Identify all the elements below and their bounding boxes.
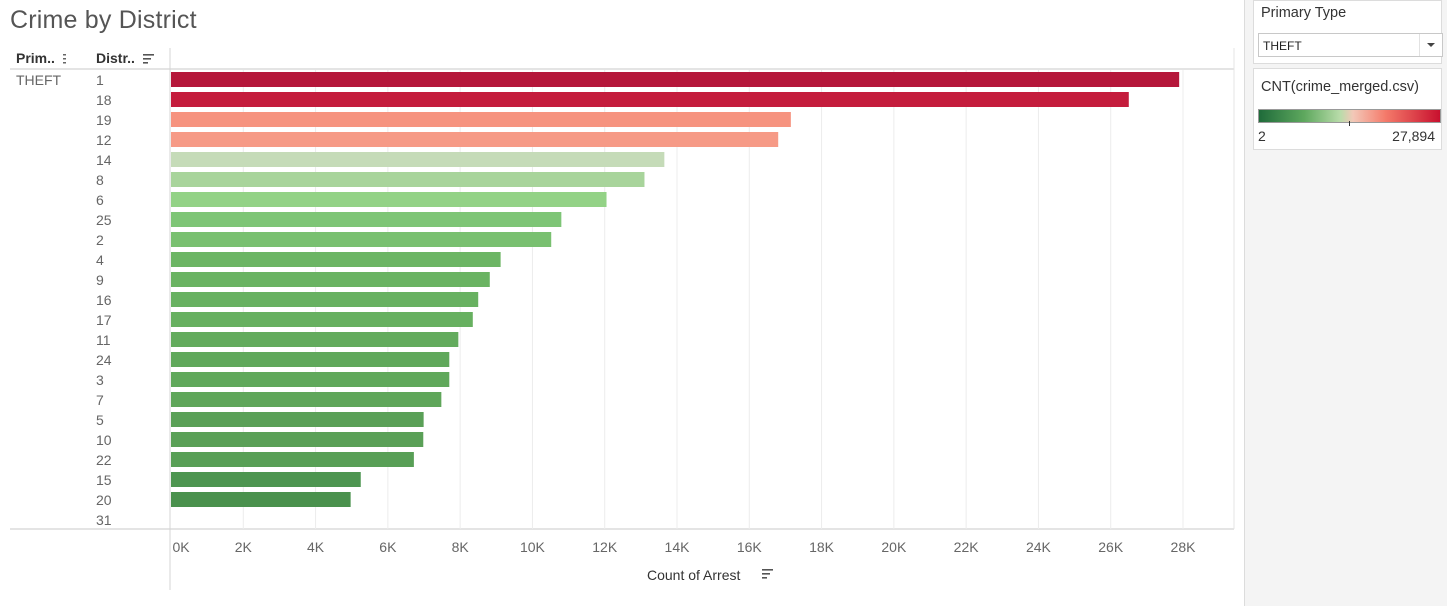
district-label: 18 bbox=[96, 92, 112, 108]
district-label: 5 bbox=[96, 412, 104, 428]
district-label: 17 bbox=[96, 312, 112, 328]
x-tick-label: 8K bbox=[452, 539, 470, 555]
bar-district-10[interactable] bbox=[171, 432, 424, 447]
x-tick-label: 28K bbox=[1171, 539, 1197, 555]
x-tick-label: 24K bbox=[1026, 539, 1052, 555]
bar-district-11[interactable] bbox=[171, 332, 459, 347]
x-tick-label: 4K bbox=[307, 539, 325, 555]
district-label: 24 bbox=[96, 352, 112, 368]
chart-title: Crime by District bbox=[10, 6, 197, 34]
x-tick-label: 14K bbox=[665, 539, 691, 555]
bar-district-9[interactable] bbox=[171, 272, 490, 287]
district-label: 20 bbox=[96, 492, 112, 508]
bars bbox=[171, 72, 1180, 507]
bar-district-8[interactable] bbox=[171, 172, 645, 187]
district-label: 2 bbox=[96, 232, 104, 248]
x-axis-title: Count of Arrest bbox=[647, 567, 740, 583]
district-label: 9 bbox=[96, 272, 104, 288]
bar-district-17[interactable] bbox=[171, 312, 473, 327]
x-tick-label: 18K bbox=[809, 539, 835, 555]
x-tick-label: 26K bbox=[1098, 539, 1124, 555]
bar-district-25[interactable] bbox=[171, 212, 562, 227]
district-label: 7 bbox=[96, 392, 104, 408]
filter-title: Primary Type bbox=[1261, 5, 1347, 21]
district-label: 3 bbox=[96, 372, 104, 388]
bar-district-4[interactable] bbox=[171, 252, 501, 267]
filter-card: Primary Type THEFT bbox=[1253, 0, 1443, 64]
sort-descending-icon[interactable] bbox=[143, 54, 154, 64]
district-label: 11 bbox=[96, 332, 111, 348]
bar-district-19[interactable] bbox=[171, 112, 791, 127]
district-label: 16 bbox=[96, 292, 112, 308]
chevron-down-icon[interactable] bbox=[1419, 34, 1442, 56]
bar-chart: Prim.. Distr.. THEFT 1181912148625249161… bbox=[10, 48, 1235, 590]
legend-min-label: 2 bbox=[1258, 128, 1266, 144]
bar-district-20[interactable] bbox=[171, 492, 351, 507]
sort-alpha-icon[interactable] bbox=[63, 54, 66, 64]
bar-district-18[interactable] bbox=[171, 92, 1129, 107]
bar-district-24[interactable] bbox=[171, 352, 450, 367]
bar-district-14[interactable] bbox=[171, 152, 665, 167]
district-label: 10 bbox=[96, 432, 112, 448]
district-label: 31 bbox=[96, 512, 112, 528]
column-header-primary[interactable]: Prim.. bbox=[16, 50, 55, 66]
bar-district-2[interactable] bbox=[171, 232, 552, 247]
district-label: 6 bbox=[96, 192, 104, 208]
district-label: 4 bbox=[96, 252, 104, 268]
district-label: 14 bbox=[96, 152, 112, 168]
dropdown-selected-value: THEFT bbox=[1263, 39, 1302, 53]
primary-type-dropdown[interactable]: THEFT bbox=[1258, 33, 1443, 57]
x-axis-ticks: 0K 2K 4K 6K 8K 10K 12K 14K 16K 18K 20K 22K 24K 26K 28K bbox=[172, 539, 1196, 555]
legend-title: CNT(crime_merged.csv) bbox=[1261, 79, 1419, 95]
legend-marker bbox=[1349, 121, 1350, 126]
primary-type-label: THEFT bbox=[16, 72, 62, 88]
district-label: 22 bbox=[96, 452, 112, 468]
x-tick-label: 20K bbox=[881, 539, 907, 555]
color-legend-card: CNT(crime_merged.csv) 2 27,894 bbox=[1253, 68, 1442, 150]
district-label: 8 bbox=[96, 172, 104, 188]
bar-district-15[interactable] bbox=[171, 472, 361, 487]
bar-district-12[interactable] bbox=[171, 132, 779, 147]
district-label: 15 bbox=[96, 472, 112, 488]
legend-max-label: 27,894 bbox=[1392, 128, 1435, 144]
column-header-district[interactable]: Distr.. bbox=[96, 50, 135, 66]
x-tick-label: 0K bbox=[172, 539, 190, 555]
bar-district-22[interactable] bbox=[171, 452, 414, 467]
x-tick-label: 12K bbox=[592, 539, 618, 555]
bar-district-5[interactable] bbox=[171, 412, 424, 427]
x-tick-label: 6K bbox=[379, 539, 397, 555]
bar-district-6[interactable] bbox=[171, 192, 607, 207]
bar-district-3[interactable] bbox=[171, 372, 450, 387]
right-panel: Primary Type THEFT CNT(crime_merged.csv)… bbox=[1244, 0, 1447, 606]
district-label: 19 bbox=[96, 112, 112, 128]
district-label: 1 bbox=[96, 72, 104, 88]
axis-sort-icon[interactable] bbox=[762, 569, 773, 579]
district-label: 12 bbox=[96, 132, 112, 148]
bar-district-1[interactable] bbox=[171, 72, 1180, 87]
x-tick-label: 16K bbox=[737, 539, 763, 555]
x-tick-label: 2K bbox=[235, 539, 253, 555]
bar-district-7[interactable] bbox=[171, 392, 442, 407]
x-tick-label: 22K bbox=[954, 539, 980, 555]
bar-district-16[interactable] bbox=[171, 292, 479, 307]
district-label: 25 bbox=[96, 212, 112, 228]
x-tick-label: 10K bbox=[520, 539, 546, 555]
